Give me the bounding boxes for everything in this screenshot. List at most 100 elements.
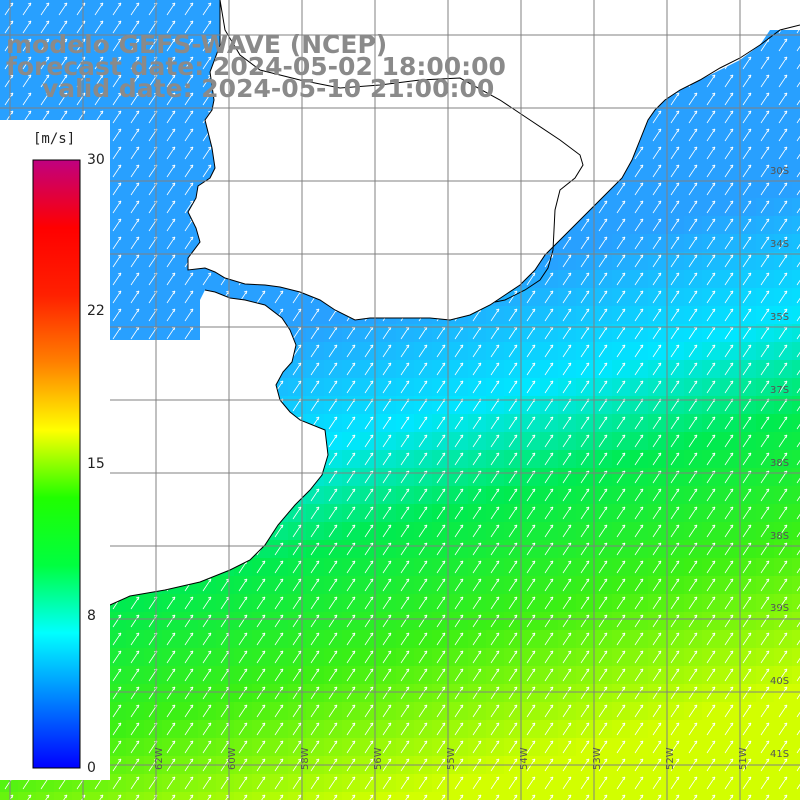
- wind-arrow: [706, 218, 716, 232]
- wind-speed-cell: [792, 180, 800, 198]
- wind-arrow: [724, 524, 734, 538]
- wind-arrow: [166, 650, 176, 664]
- wind-arrow: [706, 452, 716, 466]
- wind-arrow: [562, 614, 572, 628]
- wind-speed-cell: [792, 504, 800, 522]
- wind-arrow: [58, 2, 68, 16]
- wind-arrow: [441, 794, 446, 800]
- wind-arrow: [742, 200, 752, 214]
- wind-arrow: [598, 578, 608, 592]
- wind-arrow: [310, 524, 320, 538]
- wind-arrow: [472, 668, 482, 682]
- wind-arrow: [544, 416, 554, 430]
- wind-arrow: [760, 182, 770, 196]
- wind-speed-cell: [792, 162, 800, 180]
- wind-speed-cell: [198, 792, 216, 800]
- wind-arrow: [760, 650, 770, 664]
- wind-speed-cell: [414, 792, 432, 800]
- wind-arrow: [706, 632, 716, 646]
- wind-arrow: [688, 668, 698, 682]
- wind-arrow: [202, 704, 212, 718]
- wind-arrow: [652, 290, 662, 304]
- wind-arrow: [45, 794, 50, 800]
- wind-arrow: [693, 794, 698, 800]
- wind-arrow: [706, 380, 716, 394]
- wind-arrow: [526, 506, 536, 520]
- wind-arrow: [634, 308, 644, 322]
- wind-arrow: [796, 387, 800, 394]
- wind-arrow: [454, 578, 464, 592]
- wind-speed-cell: [792, 342, 800, 360]
- wind-arrow: [796, 153, 800, 160]
- wind-arrow: [310, 560, 320, 574]
- wind-arrow: [526, 452, 536, 466]
- wind-arrow: [508, 614, 518, 628]
- wind-arrow: [508, 740, 518, 754]
- wind-arrow: [634, 362, 644, 376]
- wind-arrow: [94, 2, 104, 16]
- wind-arrow: [526, 290, 536, 304]
- wind-arrow: [184, 650, 194, 664]
- wind-arrow: [328, 704, 338, 718]
- wind-arrow: [616, 182, 626, 196]
- wind-arrow: [598, 272, 608, 286]
- wind-arrow: [166, 200, 176, 214]
- wind-arrow: [778, 146, 788, 160]
- wind-arrow: [292, 380, 302, 394]
- wind-arrow: [112, 704, 122, 718]
- wind-arrow: [760, 146, 770, 160]
- wind-arrow: [778, 560, 788, 574]
- wind-arrow: [292, 308, 302, 322]
- wind-arrow: [724, 722, 734, 736]
- wind-speed-cell: [324, 792, 342, 800]
- wind-arrow: [760, 614, 770, 628]
- wind-arrow: [382, 416, 392, 430]
- wind-arrow: [598, 218, 608, 232]
- wind-arrow: [688, 722, 698, 736]
- wind-arrow: [166, 164, 176, 178]
- lon-label: 60W: [227, 747, 238, 770]
- wind-arrow: [652, 452, 662, 466]
- wind-arrow: [328, 362, 338, 376]
- wind-arrow: [796, 621, 800, 628]
- wind-arrow: [310, 722, 320, 736]
- wind-arrow: [418, 596, 428, 610]
- wind-arrow: [436, 560, 446, 574]
- wind-arrow: [112, 650, 122, 664]
- wind-arrow: [706, 704, 716, 718]
- wind-arrow: [760, 92, 770, 106]
- wind-arrow: [256, 596, 266, 610]
- wind-arrow: [652, 128, 662, 142]
- wind-arrow: [562, 560, 572, 574]
- wind-arrow: [130, 182, 140, 196]
- wind-arrow: [724, 236, 734, 250]
- wind-arrow: [27, 794, 32, 800]
- wind-arrow: [598, 434, 608, 448]
- wind-arrow: [364, 560, 374, 574]
- wind-arrow: [796, 693, 800, 700]
- wind-arrow: [477, 794, 482, 800]
- wind-arrow: [310, 488, 320, 502]
- wind-arrow: [616, 290, 626, 304]
- wind-arrow: [670, 578, 680, 592]
- wind-arrow: [454, 416, 464, 430]
- wind-arrow: [562, 416, 572, 430]
- wind-arrow: [112, 686, 122, 700]
- wind-arrow: [652, 200, 662, 214]
- wind-arrow: [490, 596, 500, 610]
- wind-arrow: [634, 686, 644, 700]
- wind-arrow: [796, 585, 800, 592]
- wind-arrow: [346, 380, 356, 394]
- wind-arrow: [724, 668, 734, 682]
- wind-arrow: [706, 506, 716, 520]
- wind-arrow: [526, 668, 536, 682]
- wind-arrow: [796, 369, 800, 376]
- wind-arrow: [166, 236, 176, 250]
- wind-arrow: [706, 146, 716, 160]
- wind-arrow: [364, 686, 374, 700]
- wind-arrow: [580, 236, 590, 250]
- wind-arrow: [742, 254, 752, 268]
- wind-arrow: [796, 189, 800, 196]
- wind-arrow: [130, 614, 140, 628]
- wind-arrow: [634, 434, 644, 448]
